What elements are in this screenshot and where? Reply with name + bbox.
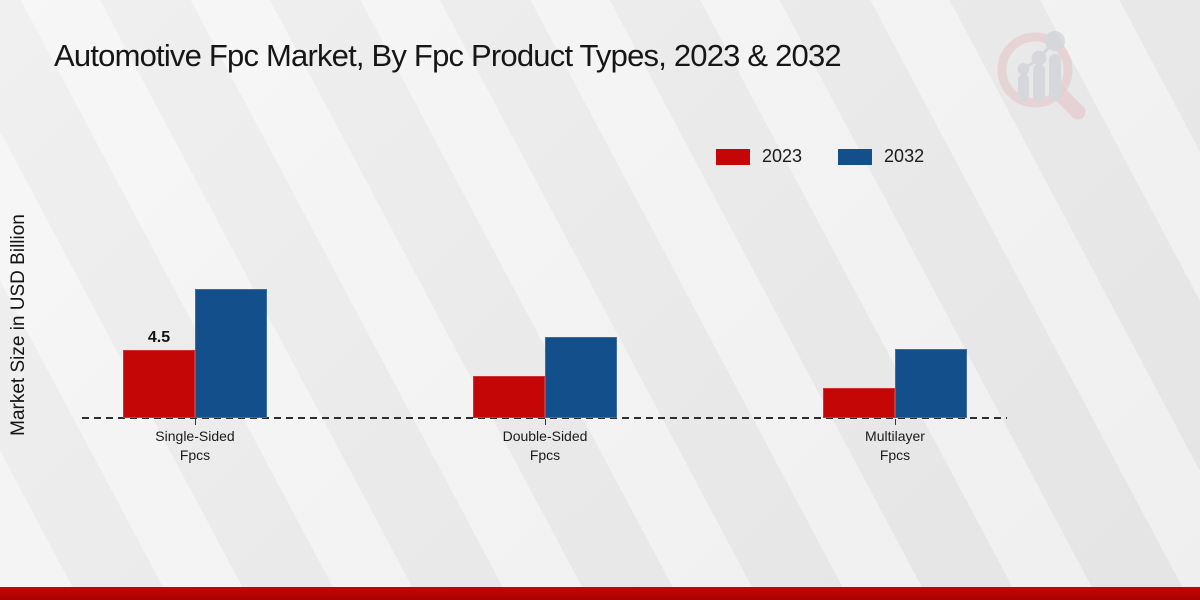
x-axis-tick xyxy=(545,419,546,425)
x-axis-line xyxy=(82,417,1007,419)
bar-2032-double-sided-fpcs xyxy=(545,337,617,418)
bar-value-label: 4.5 xyxy=(147,328,171,346)
legend-label-2032: 2032 xyxy=(884,146,925,166)
legend-item-2023: 2023 xyxy=(716,146,802,167)
legend-item-2032: 2032 xyxy=(838,146,924,167)
bar-2032-single-sided-fpcs xyxy=(195,289,267,418)
x-axis-category-label: Double-Sided Fpcs xyxy=(502,428,588,463)
x-axis-category-label: Multilayer Fpcs xyxy=(865,428,925,463)
magnifier-bar-chart-logo-icon xyxy=(997,31,1086,120)
legend: 2023 2032 xyxy=(716,146,924,167)
legend-label-2023: 2023 xyxy=(762,146,803,166)
x-axis-category-label: Single-Sided Fpcs xyxy=(155,428,235,463)
bar-2023-single-sided-fpcs xyxy=(123,350,195,418)
chart-title: Automotive Fpc Market, By Fpc Product Ty… xyxy=(54,38,842,73)
footer-stripe xyxy=(0,587,1200,600)
bar-2032-multilayer-fpcs xyxy=(895,349,967,418)
x-axis-tick xyxy=(195,419,196,425)
legend-swatch-2023 xyxy=(716,148,750,165)
bar-2023-multilayer-fpcs xyxy=(823,388,895,418)
bar-2023-double-sided-fpcs xyxy=(473,376,545,418)
x-axis-tick xyxy=(895,419,896,425)
legend-swatch-2032 xyxy=(838,148,873,165)
